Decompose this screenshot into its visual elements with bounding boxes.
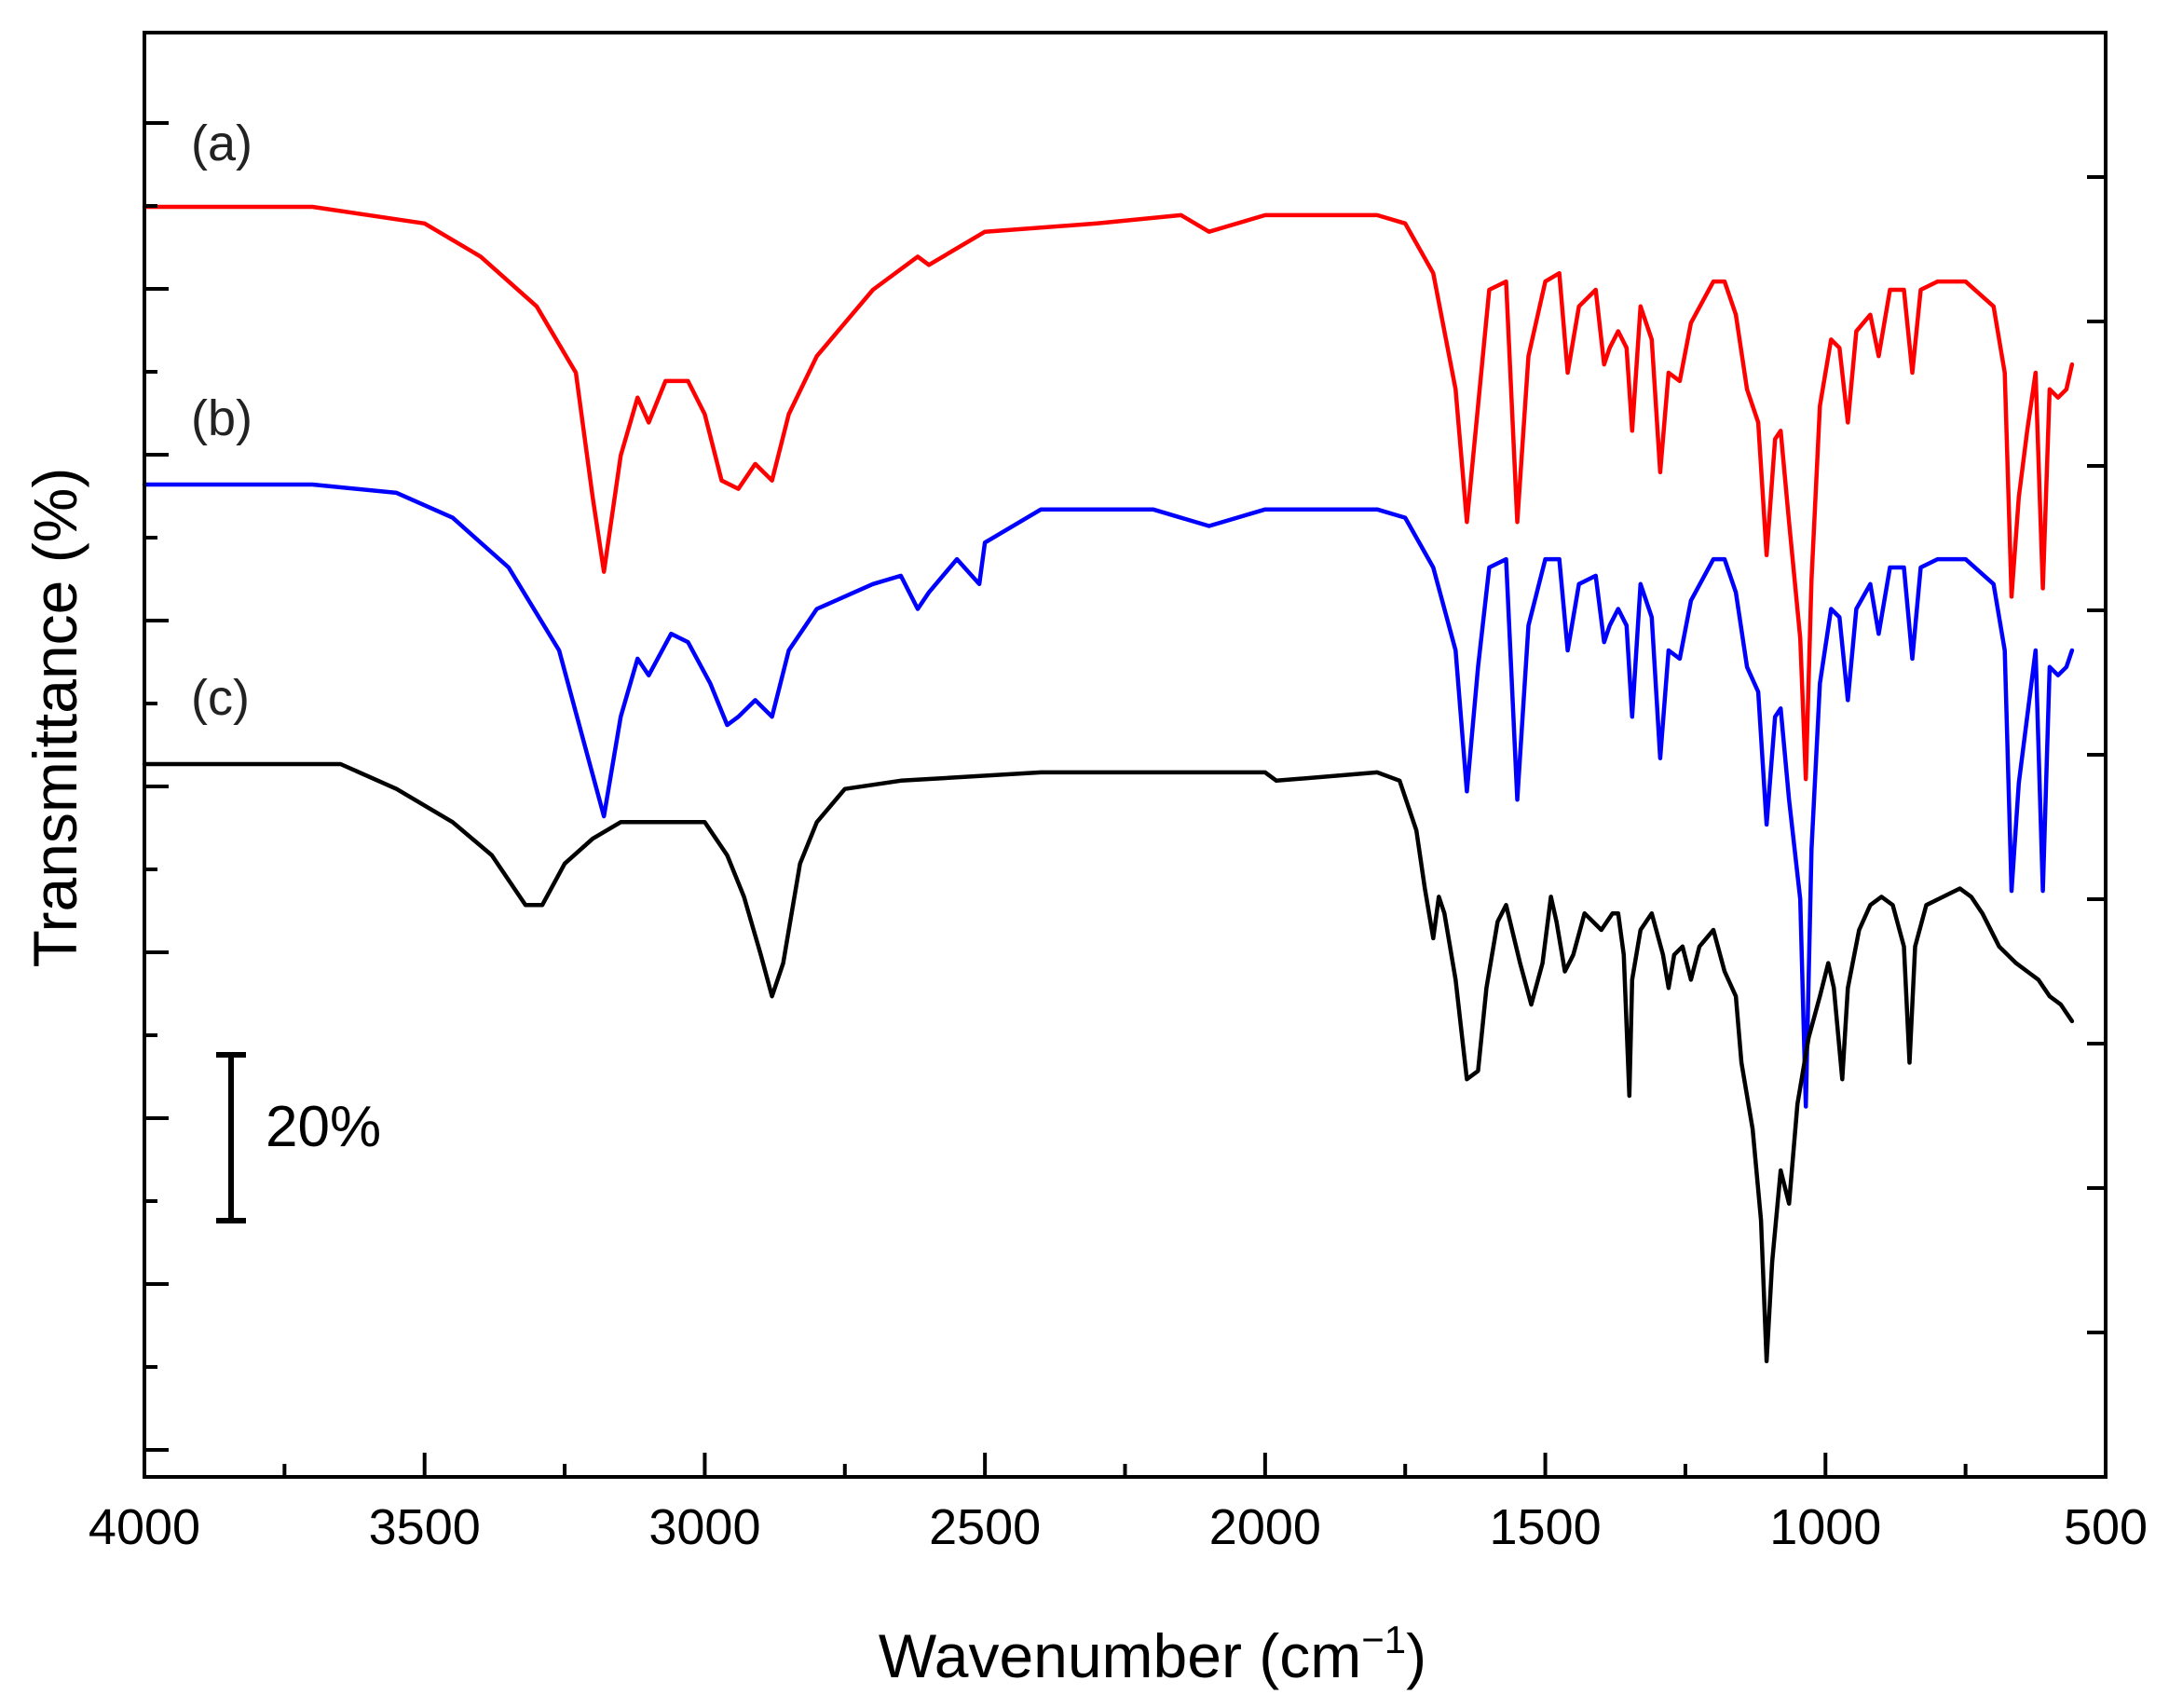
- x-axis-ticks: 4000 3500 3000 2500 2000 1500 1000 500: [89, 1453, 2148, 1555]
- series-line-a: [142, 204, 2075, 782]
- plot-lines: [142, 204, 2075, 1364]
- plot-frame: [143, 31, 2108, 1479]
- x-tick-label: 2500: [929, 1499, 1041, 1555]
- x-axis-title-close: ): [1406, 1621, 1426, 1690]
- x-tick-label: 2000: [1209, 1499, 1321, 1555]
- x-tick-label: 4000: [89, 1499, 200, 1555]
- x-tick-label: 3000: [648, 1499, 760, 1555]
- series-label-b: (b): [191, 390, 252, 446]
- series-labels: (a) (b) (c): [191, 116, 252, 726]
- series-line-c: [142, 761, 2075, 1364]
- series-line-b: [142, 482, 2075, 1109]
- x-tick-label: 3500: [369, 1499, 481, 1555]
- y-axis-ticks: [144, 121, 2106, 1452]
- x-tick-label: 1500: [1490, 1499, 1602, 1555]
- scale-bar: 20%: [216, 1052, 381, 1223]
- series-label-a: (a): [191, 116, 252, 171]
- x-axis-title-main: Wavenumber (cm: [879, 1621, 1361, 1690]
- x-axis-title-superscript: −1: [1361, 1618, 1406, 1661]
- x-tick-label: 1000: [1769, 1499, 1881, 1555]
- y-axis-title: Transmittance (%): [20, 468, 89, 968]
- x-axis-title: Wavenumber (cm−1): [879, 1618, 1426, 1690]
- series-label-c: (c): [191, 670, 250, 726]
- x-tick-label: 500: [2064, 1499, 2148, 1555]
- scale-bar-label: 20%: [266, 1095, 381, 1159]
